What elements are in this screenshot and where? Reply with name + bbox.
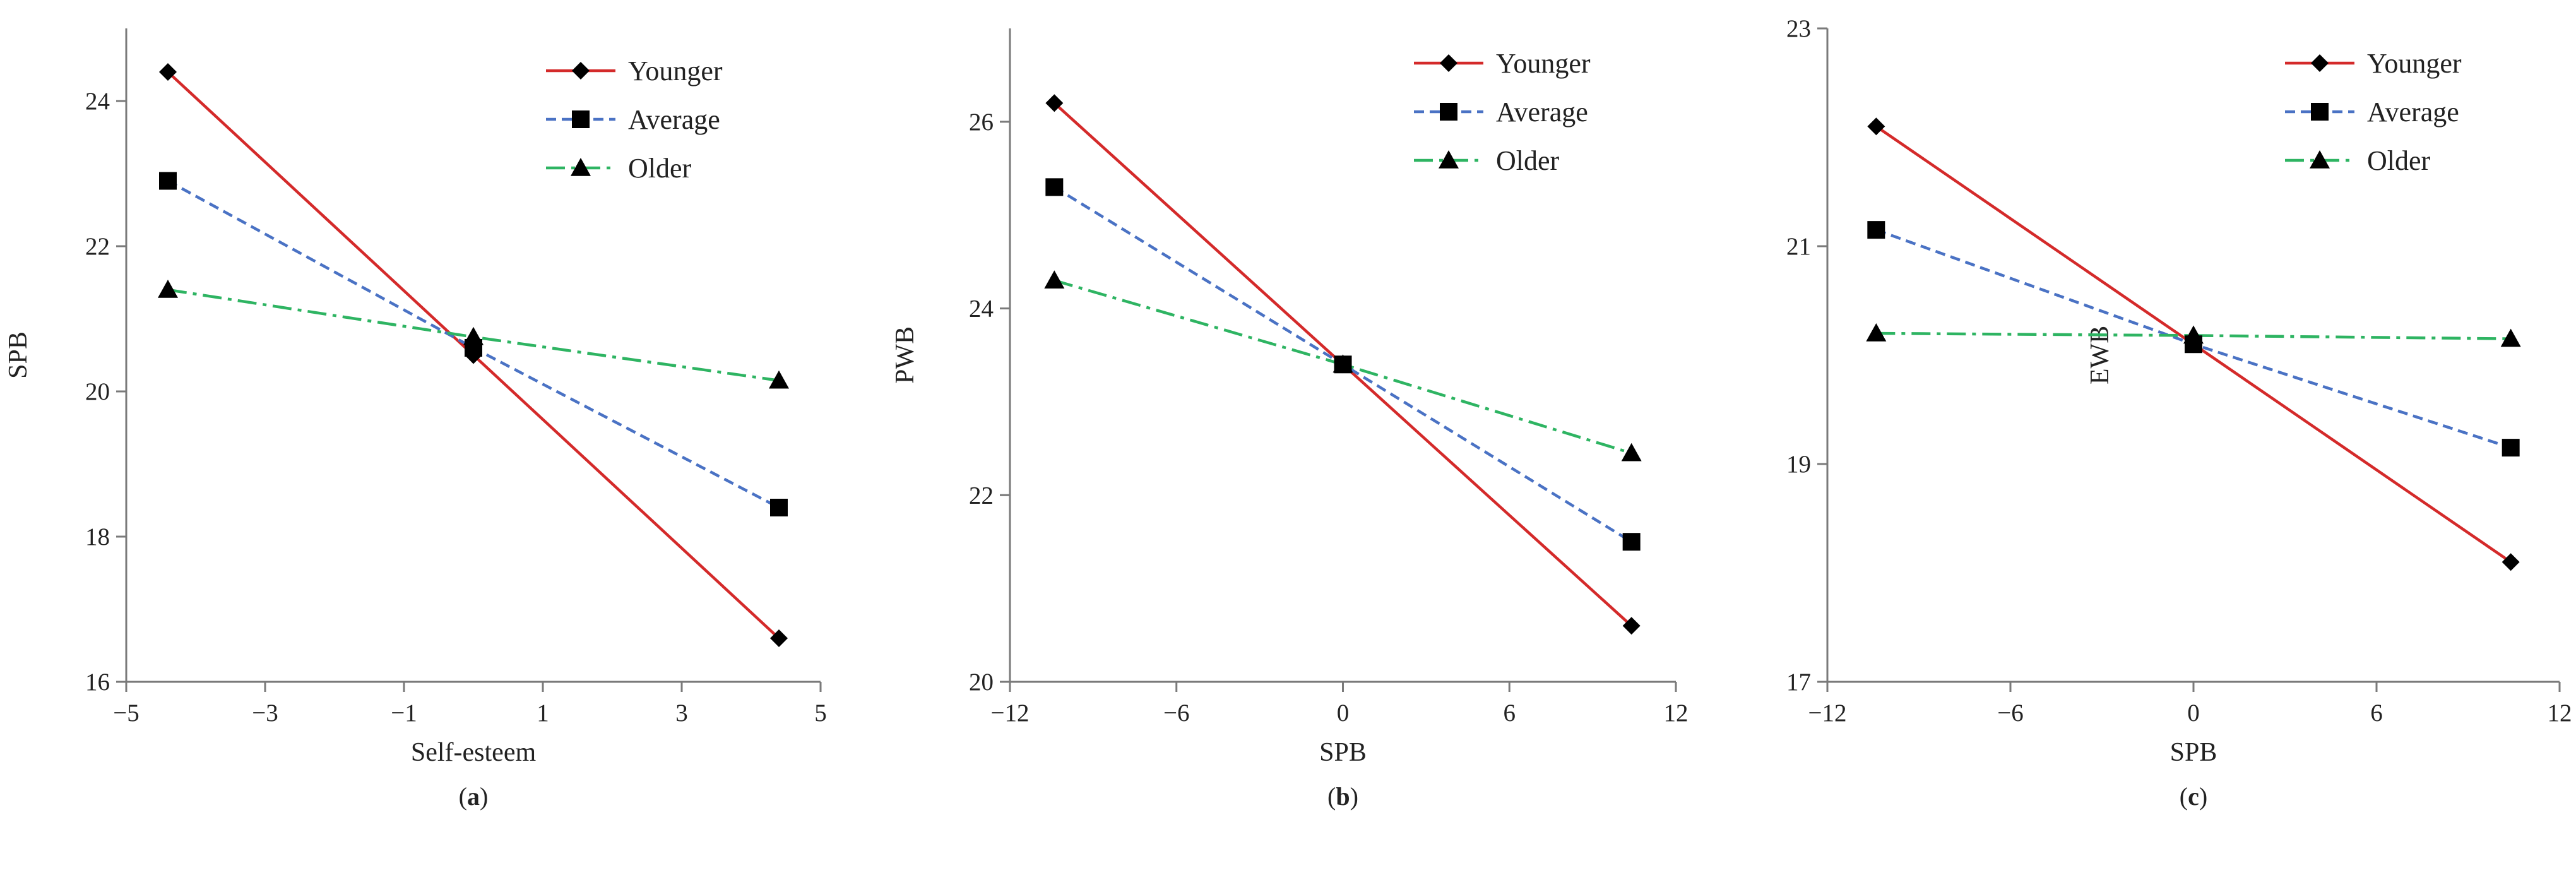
- legend-marker-average: [572, 110, 590, 128]
- data-point-average: [159, 172, 177, 190]
- y-tick-label: 20: [969, 669, 994, 696]
- y-tick-label: 26: [969, 109, 994, 136]
- x-axis-label: SPB: [1319, 738, 1367, 767]
- panel-label: (a): [459, 782, 489, 811]
- legend-label-average: Average: [2367, 97, 2459, 128]
- data-point-average: [2502, 439, 2520, 457]
- data-point-older: [1333, 354, 1353, 373]
- legend-marker-average: [2311, 103, 2329, 121]
- data-point-average: [770, 499, 788, 516]
- x-tick-label: 6: [2370, 699, 2383, 727]
- x-tick-label: −5: [113, 699, 139, 727]
- legend-marker-older: [1439, 150, 1459, 169]
- chart-panel-a: 16 18 20 22 24 −5 −3 −1 1 3 5 Self-esteem SPB Younger…: [4, 28, 827, 811]
- y-tick-label: 17: [1786, 669, 1811, 696]
- data-point-younger: [770, 629, 788, 647]
- y-axis-label: PWB: [891, 326, 920, 384]
- data-point-average: [1045, 178, 1064, 196]
- x-tick-label: −12: [991, 699, 1030, 727]
- x-tick-label: −1: [391, 699, 417, 727]
- legend-label-average: Average: [1496, 97, 1588, 128]
- data-point-average: [1622, 533, 1641, 551]
- x-tick-label: 12: [2548, 699, 2572, 727]
- x-tick-label: −12: [1808, 699, 1847, 727]
- panel-label: (c): [2180, 782, 2207, 811]
- y-tick-label: 22: [85, 233, 110, 260]
- data-point-older: [158, 280, 178, 298]
- y-axis-label: SPB: [4, 331, 33, 379]
- x-tick-label: −6: [1997, 699, 2024, 727]
- legend-label-older: Older: [1496, 145, 1560, 176]
- legend-label-younger: Younger: [628, 56, 723, 86]
- x-axis-label: Self-esteem: [411, 738, 537, 767]
- legend-label-older: Older: [2367, 145, 2431, 176]
- x-tick-label: 5: [814, 699, 827, 727]
- y-tick-label: 20: [85, 378, 110, 405]
- y-tick-label: 24: [85, 88, 110, 115]
- legend-marker-average: [1440, 103, 1457, 121]
- y-tick-label: 18: [85, 523, 110, 551]
- x-tick-label: 6: [1504, 699, 1516, 727]
- x-tick-label: 1: [537, 699, 549, 727]
- data-point-younger: [1045, 94, 1064, 112]
- x-axis-label: SPB: [2170, 738, 2217, 767]
- y-tick-label: 22: [969, 482, 994, 509]
- chart-panel-b: 20 22 24 26 −12 −6 0 6 12 SPB PWB Younger Average Old…: [891, 28, 1689, 811]
- data-point-older: [2500, 328, 2521, 347]
- data-point-younger: [2502, 553, 2520, 571]
- data-point-older: [2183, 325, 2204, 344]
- data-point-older: [463, 326, 484, 345]
- x-tick-label: 0: [2187, 699, 2200, 727]
- x-tick-label: −3: [252, 699, 278, 727]
- y-tick-label: 21: [1786, 233, 1811, 260]
- data-point-average: [1867, 221, 1885, 239]
- legend-marker-older: [2310, 150, 2330, 169]
- x-tick-label: 3: [675, 699, 688, 727]
- y-tick-label: 23: [1786, 15, 1811, 42]
- legend-marker-older: [571, 158, 591, 176]
- data-point-older: [1044, 270, 1065, 289]
- legend-marker-younger: [572, 62, 590, 80]
- data-point-older: [1866, 323, 1887, 342]
- legend-label-average: Average: [628, 104, 720, 135]
- panel-label: (b): [1327, 782, 1358, 811]
- x-tick-label: 12: [1664, 699, 1689, 727]
- legend-marker-younger: [1440, 54, 1457, 72]
- legend-label-younger: Younger: [2367, 48, 2462, 79]
- x-tick-label: 0: [1337, 699, 1350, 727]
- data-point-younger: [159, 63, 177, 81]
- data-point-older: [769, 370, 789, 389]
- legend-label-older: Older: [628, 153, 692, 184]
- x-tick-label: −6: [1163, 699, 1190, 727]
- legend-label-younger: Younger: [1496, 48, 1591, 79]
- data-point-younger: [1622, 617, 1641, 635]
- data-point-older: [1621, 443, 1642, 461]
- y-tick-label: 24: [969, 295, 994, 323]
- y-tick-label: 19: [1786, 451, 1811, 478]
- legend-marker-younger: [2311, 54, 2329, 72]
- data-point-younger: [1867, 117, 1885, 136]
- y-tick-label: 16: [85, 669, 110, 696]
